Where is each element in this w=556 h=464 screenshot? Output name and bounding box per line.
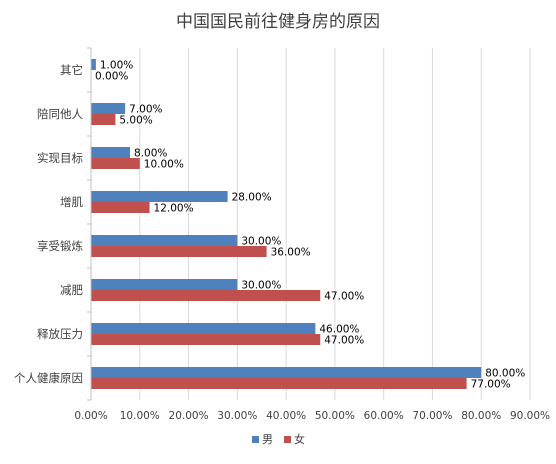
bar-male [91, 103, 126, 114]
category-label: 减肥 [60, 283, 83, 297]
category-label: 个人健康原因 [14, 371, 83, 385]
bar-female [91, 202, 150, 213]
data-label: 77.00% [471, 379, 511, 391]
legend-label-male: 男 [262, 433, 273, 446]
bar-female [91, 334, 321, 345]
x-tick-label: 10.00% [120, 410, 160, 422]
data-label: 5.00% [119, 115, 152, 127]
data-label: 30.00% [241, 280, 281, 292]
data-label: 47.00% [324, 291, 364, 303]
bar-female [91, 158, 140, 169]
legend-label-female: 女 [294, 432, 305, 446]
category-label: 增肌 [60, 195, 83, 209]
x-tick-label: 20.00% [169, 410, 209, 422]
bar-female [91, 246, 267, 257]
grid-layer [139, 48, 531, 400]
data-label: 10.00% [144, 159, 184, 171]
legend: 男女 [252, 432, 305, 446]
data-label: 36.00% [271, 247, 311, 259]
data-label: 1.00% [100, 60, 133, 72]
data-label: 30.00% [241, 236, 281, 248]
data-label: 47.00% [324, 335, 364, 347]
x-tick-label: 30.00% [217, 410, 257, 422]
data-label: 46.00% [319, 324, 359, 336]
x-tick-label: 60.00% [364, 410, 404, 422]
data-label: 28.00% [232, 192, 272, 204]
data-labels-layer: 1.00%0.00% 7.00%5.00% 8.00%10.00% 28.00% 12.… [95, 60, 525, 391]
bar-female [91, 378, 467, 389]
legend-swatch-female [284, 436, 291, 443]
bar-male [91, 191, 228, 202]
data-label: 7.00% [129, 104, 162, 116]
x-tick-label: 80.00% [461, 410, 501, 422]
x-tick-label: 40.00% [266, 410, 306, 422]
bar-female [91, 114, 116, 125]
bar-male [91, 279, 238, 290]
bars-layer [91, 59, 482, 389]
x-tick-label: 70.00% [412, 410, 452, 422]
category-label: 陪同他人 [37, 107, 83, 121]
bar-male [91, 59, 96, 70]
bar-female [91, 290, 321, 301]
bar-male [91, 235, 238, 246]
data-label: 0.00% [95, 71, 128, 83]
category-label: 其它 [60, 63, 83, 77]
data-label: 12.00% [154, 203, 194, 215]
category-label: 实现目标 [37, 151, 83, 165]
category-label: 享受锻炼 [37, 239, 83, 253]
category-label: 释放压力 [37, 327, 83, 341]
x-tick-label: 50.00% [315, 410, 355, 422]
axis-layer: 0.00% 10.00% 20.00% 30.00% 40.00% 50.00% 60.00… [14, 47, 550, 422]
chart-title: 中国国民前往健身房的原因 [176, 12, 380, 32]
bar-male [91, 147, 131, 158]
bar-male [91, 367, 482, 378]
x-tick-label: 90.00% [510, 410, 550, 422]
data-label: 80.00% [485, 368, 525, 380]
bar-male [91, 323, 316, 334]
legend-swatch-male [252, 436, 259, 443]
x-tick-label: 0.00% [74, 410, 107, 422]
data-label: 8.00% [134, 148, 167, 160]
